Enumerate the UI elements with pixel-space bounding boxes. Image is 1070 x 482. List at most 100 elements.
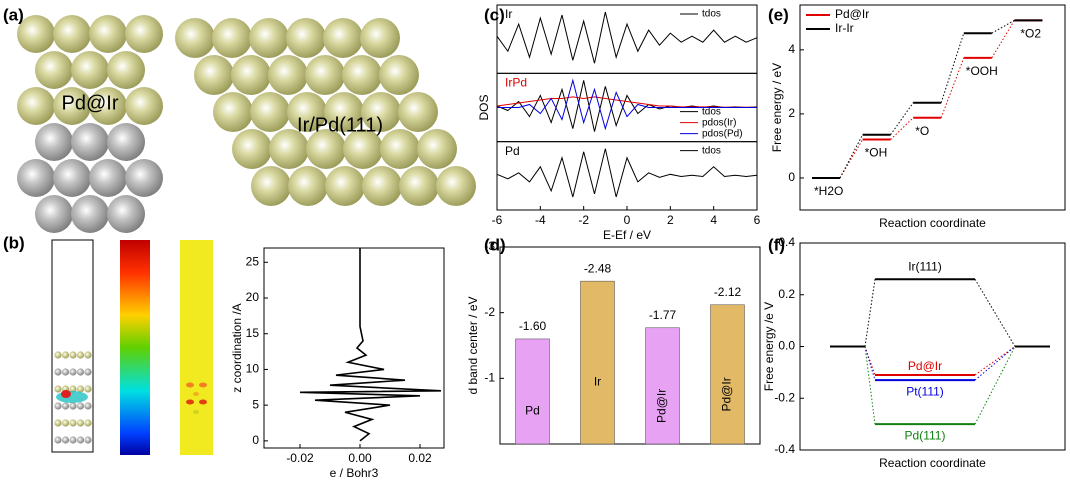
level-label: Pd(111) bbox=[905, 428, 946, 442]
state-label: *H2O bbox=[814, 184, 843, 198]
legend-label: pdos(Ir) bbox=[702, 117, 736, 128]
connector bbox=[991, 19, 1015, 34]
connector bbox=[864, 279, 876, 347]
atom bbox=[305, 55, 345, 95]
category-label: Pd bbox=[525, 404, 540, 418]
atom bbox=[268, 55, 308, 95]
atom bbox=[399, 166, 439, 206]
y-tick-label: -0.4 bbox=[774, 442, 795, 456]
x-axis-label: E-Ef / eV bbox=[603, 228, 651, 242]
state-label: *O bbox=[915, 124, 929, 138]
atom bbox=[17, 159, 55, 197]
atom bbox=[213, 92, 253, 132]
atom bbox=[194, 55, 234, 95]
colorbar bbox=[120, 240, 150, 455]
dos-line bbox=[496, 80, 758, 132]
y-tick-label: 0 bbox=[788, 170, 795, 184]
x-axis-label: Reaction coordinate bbox=[879, 216, 986, 230]
slab-atom bbox=[61, 351, 70, 359]
x-tick-label: 0.00 bbox=[348, 451, 372, 465]
atom bbox=[417, 129, 457, 169]
y-tick-label: -2 bbox=[484, 305, 495, 319]
atom bbox=[380, 129, 420, 169]
slab-atom bbox=[76, 402, 85, 410]
slab-atom bbox=[84, 436, 92, 444]
slab-atom bbox=[76, 436, 85, 444]
dos-line bbox=[497, 78, 757, 131]
atom bbox=[35, 51, 73, 89]
atom bbox=[107, 51, 145, 89]
bar bbox=[515, 338, 550, 445]
atom bbox=[362, 166, 402, 206]
atom bbox=[53, 87, 91, 125]
level-label: Ir(111) bbox=[908, 259, 942, 273]
connector bbox=[940, 57, 965, 118]
atom bbox=[323, 18, 363, 58]
x-tick-label: 4 bbox=[710, 213, 717, 227]
atom bbox=[286, 18, 326, 58]
connector bbox=[864, 346, 876, 376]
connector bbox=[974, 346, 1016, 381]
bar bbox=[710, 304, 745, 445]
slab-atom bbox=[69, 402, 77, 410]
slab-atom bbox=[54, 436, 62, 444]
profile-line bbox=[299, 248, 442, 442]
atom bbox=[288, 166, 328, 206]
y-axis-label: z coordination /A bbox=[230, 303, 244, 392]
connector bbox=[839, 139, 864, 179]
slab-atom bbox=[84, 402, 92, 410]
slab-atom bbox=[84, 385, 92, 393]
atom bbox=[17, 15, 55, 53]
dos-line bbox=[496, 96, 757, 108]
panel-label: (b) bbox=[3, 233, 25, 252]
y-tick-label: 15 bbox=[246, 326, 260, 340]
axes-frame bbox=[263, 247, 445, 449]
x-axis-label: e / Bohr3 bbox=[330, 466, 379, 480]
panel-label: (e) bbox=[768, 5, 789, 24]
atom bbox=[379, 55, 419, 95]
connector bbox=[864, 346, 876, 381]
atom bbox=[175, 18, 215, 58]
structure-label: Ir/Pd(111) bbox=[297, 114, 383, 136]
x-axis-label: Reaction coordinate bbox=[879, 456, 986, 470]
legend-label: tdos bbox=[702, 9, 721, 20]
atom-structures bbox=[17, 15, 476, 233]
atom bbox=[89, 159, 127, 197]
value-label: -2.12 bbox=[714, 285, 742, 299]
atom bbox=[306, 129, 346, 169]
slab-atom bbox=[84, 351, 92, 359]
y-tick-label: 4 bbox=[788, 42, 795, 56]
y-tick-label: 10 bbox=[246, 362, 260, 376]
slab-atom bbox=[69, 419, 77, 427]
slab-atom bbox=[54, 419, 62, 427]
x-tick-label: 6 bbox=[754, 213, 761, 227]
slab-atom bbox=[76, 385, 85, 393]
slab-atom bbox=[76, 419, 85, 427]
y-tick-label: -1 bbox=[484, 371, 495, 385]
y-axis-label: Free energy /e V bbox=[762, 302, 776, 391]
axes-frame bbox=[499, 246, 761, 445]
atom bbox=[343, 129, 383, 169]
atom bbox=[287, 92, 327, 132]
atom bbox=[249, 18, 289, 58]
slab-atom bbox=[61, 419, 70, 427]
slab-atom bbox=[84, 368, 92, 376]
dos-line bbox=[496, 148, 758, 198]
y-tick-label: 0 bbox=[252, 433, 259, 447]
bar bbox=[645, 327, 680, 445]
atom bbox=[89, 15, 127, 53]
slab-atom bbox=[61, 368, 70, 376]
legend-label: tdos bbox=[702, 145, 721, 156]
connector bbox=[864, 346, 876, 425]
atom bbox=[398, 92, 438, 132]
y-tick-label: 25 bbox=[246, 254, 260, 268]
bar bbox=[580, 280, 615, 445]
category-label: Ir bbox=[594, 375, 601, 389]
x-tick-label: 2 bbox=[667, 213, 674, 227]
connector bbox=[940, 33, 965, 103]
atom bbox=[107, 123, 145, 161]
atom bbox=[360, 18, 400, 58]
state-label: *OH bbox=[865, 146, 888, 160]
connector bbox=[974, 278, 1016, 347]
